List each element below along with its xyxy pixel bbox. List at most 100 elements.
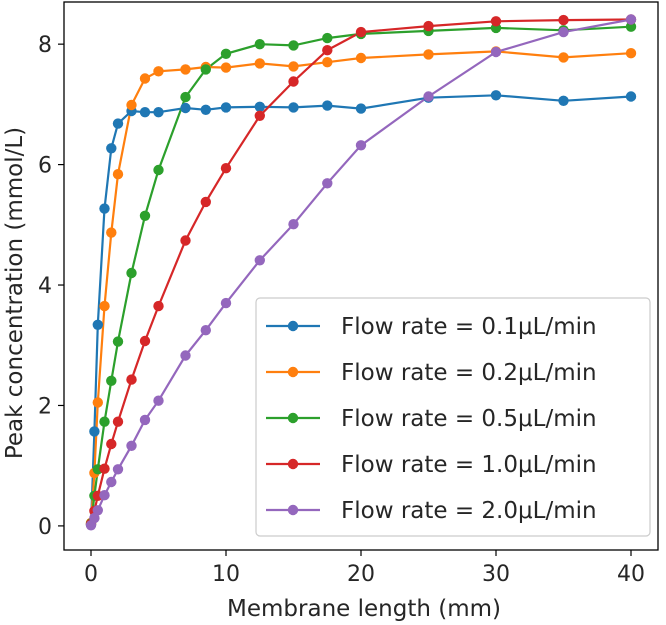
data-point-s2-12 xyxy=(220,62,232,73)
data-point-s5-3 xyxy=(92,505,104,516)
data-point-s3-15 xyxy=(322,32,333,44)
x-axis-title: Membrane length (mm) xyxy=(227,596,501,622)
data-point-s2-15 xyxy=(322,57,333,68)
data-point-s5-5 xyxy=(106,476,117,488)
y-axis-title: Peak concentration (mmol/L) xyxy=(2,127,28,459)
data-point-s2-4 xyxy=(99,300,110,312)
x-tick-label: 30 xyxy=(482,562,510,587)
data-point-s1-4 xyxy=(99,203,110,214)
data-point-s4-18 xyxy=(490,16,502,27)
data-point-s2-19 xyxy=(558,52,569,63)
data-point-s4-6 xyxy=(112,416,124,427)
legend-label: Flow rate = 0.5μL/min xyxy=(341,406,597,432)
legend-label: Flow rate = 0.1μL/min xyxy=(341,314,597,340)
data-point-s5-20 xyxy=(625,14,637,25)
x-tick-label: 10 xyxy=(212,562,240,587)
data-point-s1-5 xyxy=(106,143,117,154)
data-point-s2-20 xyxy=(625,48,637,59)
data-point-s5-19 xyxy=(558,26,569,38)
legend-swatch-marker xyxy=(287,412,299,424)
data-point-s3-13 xyxy=(254,39,265,50)
x-tick-label: 20 xyxy=(347,562,375,587)
series-line-1 xyxy=(89,94,632,525)
data-point-s1-19 xyxy=(558,95,569,107)
data-point-s3-8 xyxy=(139,210,151,221)
data-point-s3-4 xyxy=(99,416,110,427)
data-point-s4-10 xyxy=(180,235,191,246)
data-point-s1-20 xyxy=(625,91,637,102)
axes: 0 10 20 30 40 0 2 4 6 8 xyxy=(38,1,659,587)
legend-label: Flow rate = 0.2μL/min xyxy=(341,360,597,386)
data-point-s4-16 xyxy=(355,26,367,38)
legend: Flow rate = 0.1μL/min Flow rate = 0.2μL/m… xyxy=(255,297,651,537)
data-point-s4-19 xyxy=(558,14,569,26)
series-line-3 xyxy=(89,25,632,524)
data-point-s4-15 xyxy=(322,45,333,56)
legend-entry-5: Flow rate = 2.0μL/min xyxy=(266,498,597,524)
data-point-s1-2 xyxy=(89,426,100,437)
y-tick-label: 0 xyxy=(38,515,52,540)
data-point-s4-7 xyxy=(126,374,137,385)
data-point-s4-14 xyxy=(288,76,299,87)
data-point-s5-4 xyxy=(99,490,110,501)
legend-entry-1: Flow rate = 0.1μL/min xyxy=(266,314,597,340)
data-point-s5-6 xyxy=(112,464,124,475)
data-point-s4-5 xyxy=(106,438,117,450)
data-point-s3-5 xyxy=(106,375,117,386)
legend-swatch-marker xyxy=(287,366,299,378)
data-point-s5-16 xyxy=(355,140,367,151)
data-point-s1-8 xyxy=(139,107,151,118)
data-point-s2-8 xyxy=(139,73,151,84)
data-point-s4-17 xyxy=(423,20,434,32)
data-point-s1-15 xyxy=(322,100,333,111)
data-point-s3-7 xyxy=(126,267,137,279)
data-point-s1-14 xyxy=(288,102,299,113)
data-point-s1-3 xyxy=(92,319,104,330)
data-point-s3-20 xyxy=(625,21,637,32)
data-point-s1-18 xyxy=(490,90,502,101)
data-point-s3-12 xyxy=(220,48,232,59)
x-tick-label: 0 xyxy=(84,562,98,587)
legend-swatch-marker xyxy=(287,504,299,516)
data-point-s3-9 xyxy=(153,164,164,176)
legend-swatch-marker xyxy=(287,320,299,332)
data-point-s3-11 xyxy=(200,64,211,75)
data-point-s2-3 xyxy=(92,397,104,408)
data-point-s4-8 xyxy=(139,335,151,347)
data-point-s4-9 xyxy=(153,300,164,312)
data-point-s3-14 xyxy=(288,40,299,51)
series-markers xyxy=(85,14,637,531)
legend-swatch-marker xyxy=(287,458,299,470)
data-point-s3-6 xyxy=(112,336,124,347)
data-point-s4-12 xyxy=(220,163,232,174)
legend-entry-4: Flow rate = 1.0μL/min xyxy=(266,452,597,478)
data-point-s2-17 xyxy=(423,49,434,60)
legend-label: Flow rate = 2.0μL/min xyxy=(341,498,597,524)
data-point-s1-11 xyxy=(200,104,211,116)
data-point-s5-15 xyxy=(322,178,333,189)
data-point-s5-9 xyxy=(153,395,164,406)
data-point-s4-13 xyxy=(254,110,265,122)
data-point-s2-9 xyxy=(153,66,164,77)
x-tick-label: 40 xyxy=(617,562,645,587)
data-point-s4-4 xyxy=(99,463,110,474)
data-point-s5-13 xyxy=(254,255,265,266)
data-point-s1-13 xyxy=(254,101,265,113)
data-point-s1-9 xyxy=(153,107,164,118)
data-point-s2-14 xyxy=(288,61,299,72)
data-point-s5-2 xyxy=(89,512,100,524)
data-point-s2-7 xyxy=(126,99,137,111)
data-point-s1-16 xyxy=(355,103,367,114)
data-point-s5-8 xyxy=(139,414,151,426)
data-point-s5-7 xyxy=(126,440,137,451)
data-point-s5-12 xyxy=(220,297,232,309)
series-line-2 xyxy=(89,50,632,523)
legend-label: Flow rate = 1.0μL/min xyxy=(341,452,597,478)
data-point-s2-13 xyxy=(254,58,265,69)
data-point-s3-10 xyxy=(180,91,191,103)
data-point-s2-10 xyxy=(180,64,191,75)
data-point-s2-16 xyxy=(355,52,367,64)
data-point-s5-18 xyxy=(490,46,502,58)
legend-entry-2: Flow rate = 0.2μL/min xyxy=(266,360,597,386)
